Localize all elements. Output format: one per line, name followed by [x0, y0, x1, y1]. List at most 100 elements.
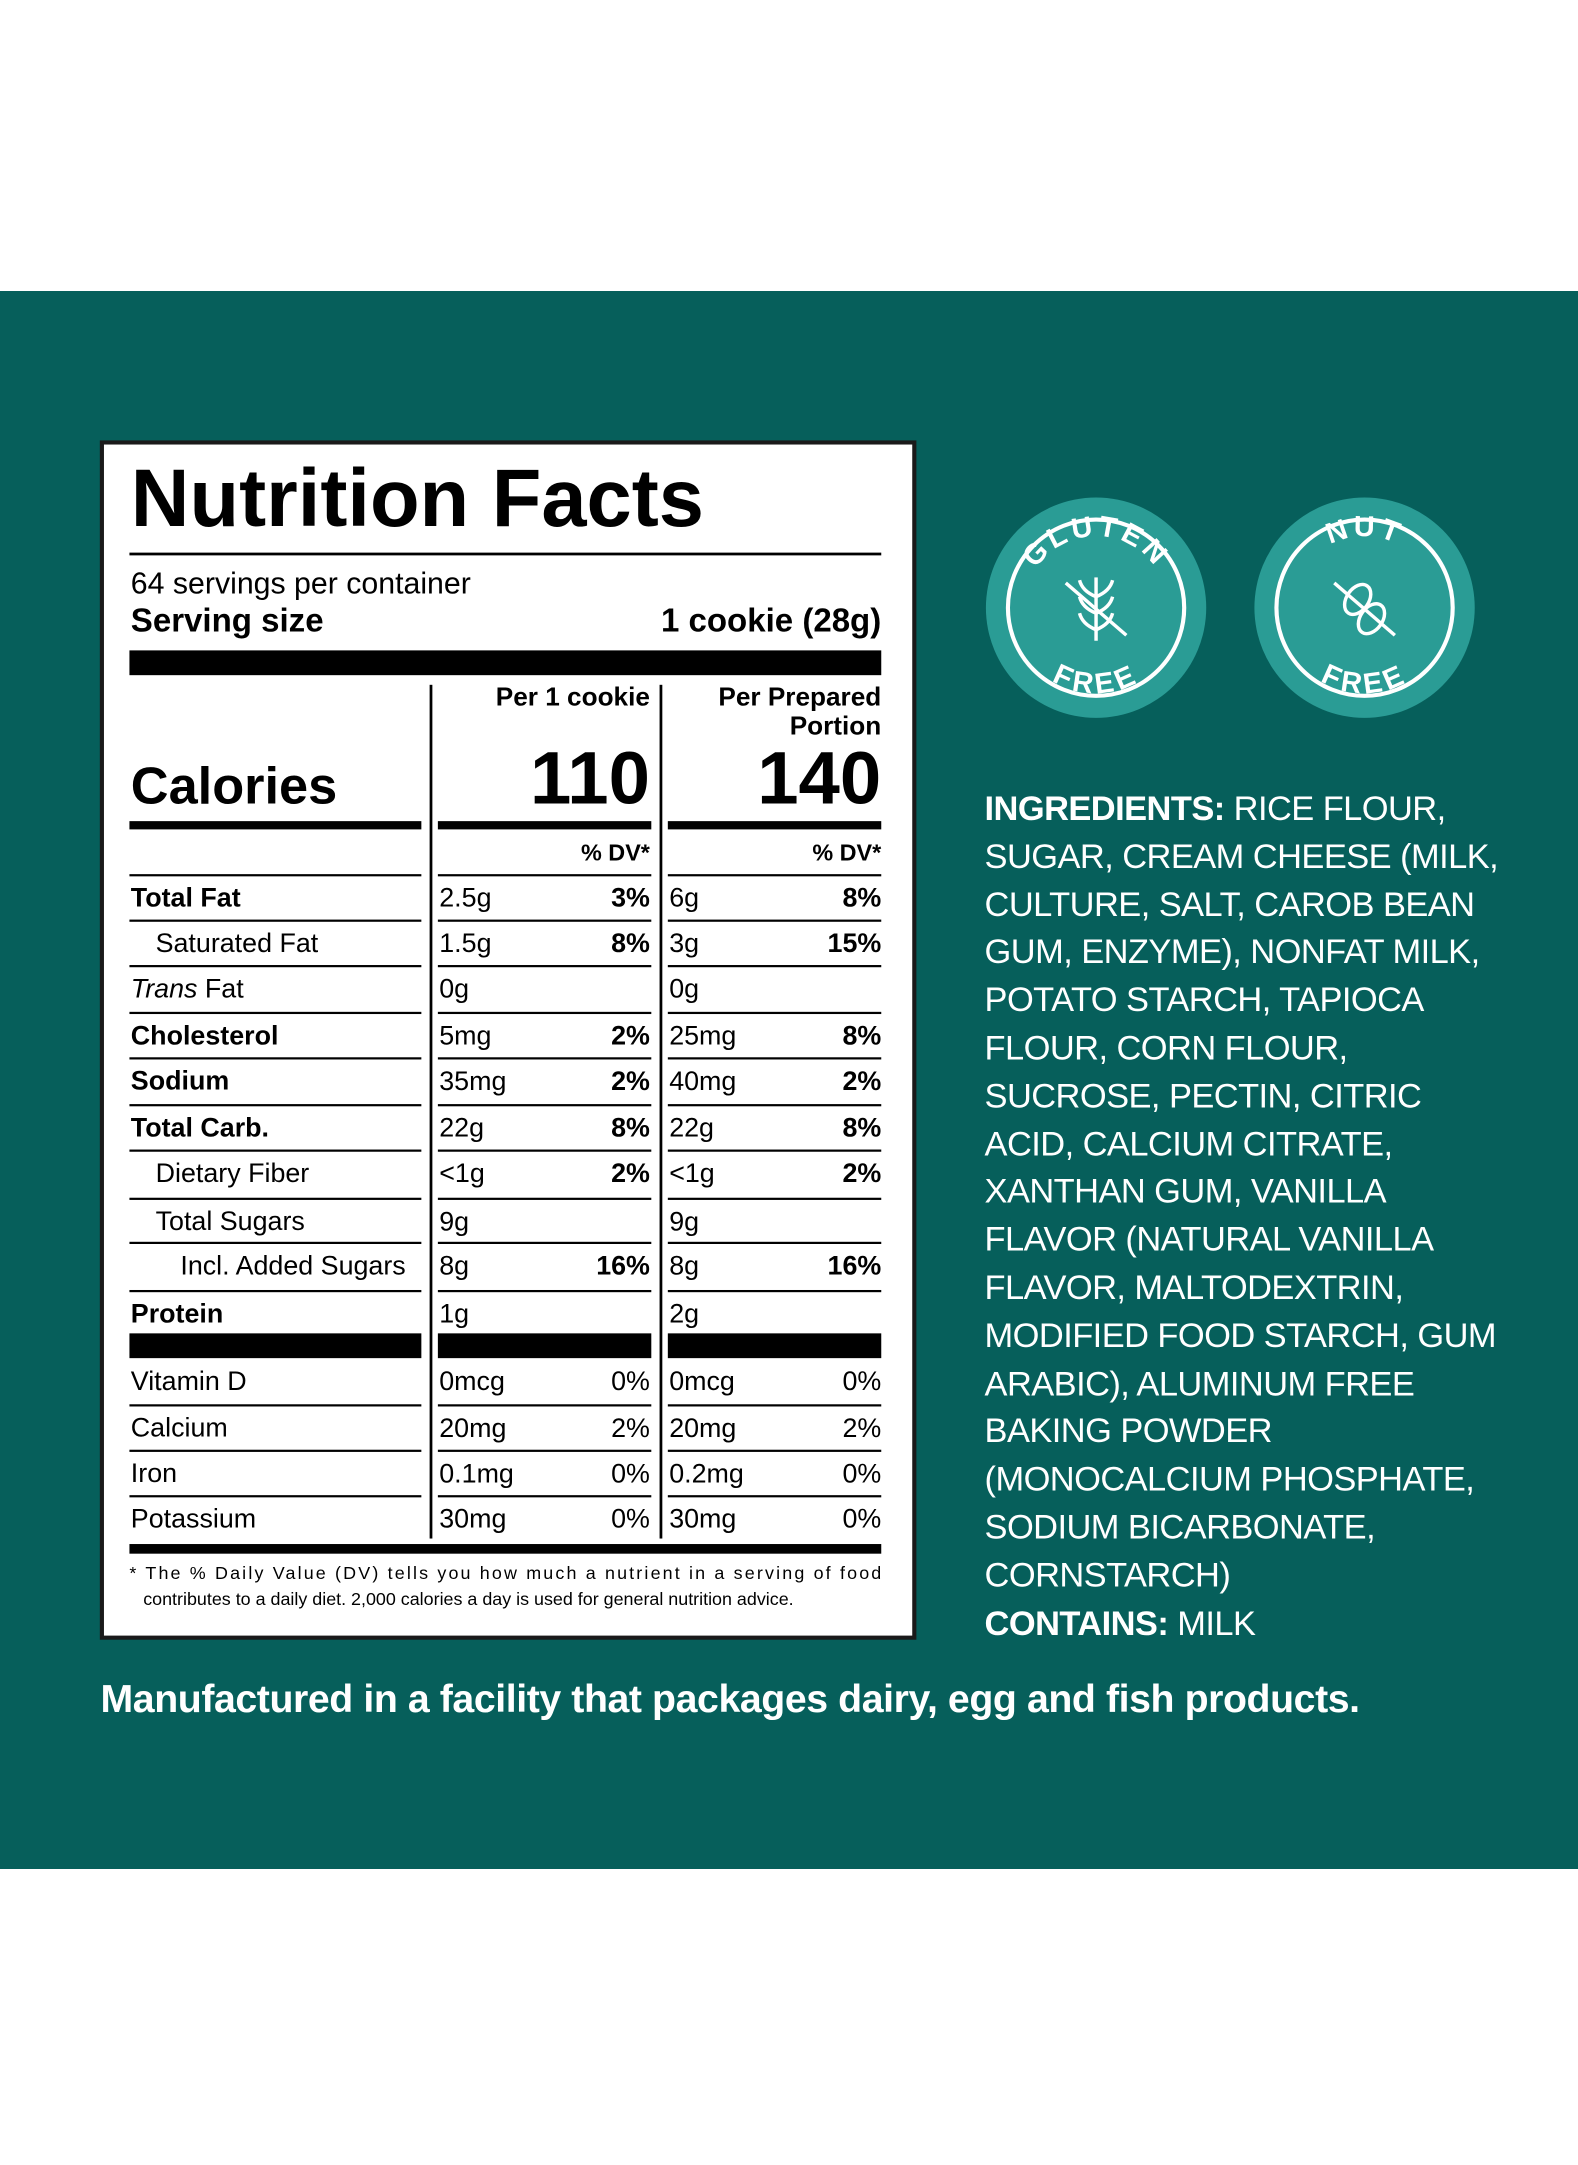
daily-value: 2% — [611, 1158, 650, 1188]
nutrient: Potassium — [131, 1504, 256, 1534]
nutrient: Dietary Fiber — [156, 1158, 310, 1188]
dv-header: % DV* — [581, 839, 651, 865]
amount: 0mcg — [439, 1366, 505, 1396]
row-rule — [667, 1011, 882, 1015]
nutrient-name: Potassium — [131, 1504, 256, 1534]
ingredients-text: RICE FLOUR, SUGAR, CREAM CHEESE (MILK, C… — [984, 789, 1499, 1595]
nut-icon — [1333, 581, 1396, 637]
column-header: Per Prepared — [718, 681, 881, 711]
daily-value: 8% — [842, 883, 881, 913]
servings: 64 servings per container — [131, 568, 471, 601]
nutrient-name: Vitamin D — [131, 1366, 247, 1396]
nutrient-name: Total Carb. — [131, 1113, 269, 1143]
badge-ring — [1274, 517, 1455, 698]
nutrient: Sodium — [131, 1066, 229, 1096]
bar — [667, 821, 882, 830]
amount: 40mg — [669, 1066, 736, 1096]
ingredients-label: INGREDIENTS: — [984, 789, 1226, 829]
calories-value: 110 — [530, 737, 650, 820]
amount: 0g — [669, 974, 699, 1004]
nutrient-name: Iron — [131, 1458, 177, 1488]
calories-value: 140 — [757, 737, 881, 820]
ingredients: INGREDIENTS: RICE FLOUR, SUGAR, CREAM CH… — [985, 785, 1515, 1647]
daily-value: 0% — [842, 1366, 881, 1396]
serving-size-label: Serving size — [131, 603, 324, 640]
nutrient-name: Sodium — [131, 1066, 229, 1096]
nutrient-name: Trans Fat — [131, 974, 244, 1004]
amount: 35mg — [439, 1066, 506, 1096]
nutrition-label: Nutrition Facts 64 servings per containe… — [99, 440, 917, 1640]
label-title: Nutrition Facts — [131, 453, 704, 544]
thick-bar — [129, 1544, 882, 1554]
row-rule — [437, 874, 652, 877]
label-box — [99, 440, 917, 1640]
row-rule — [129, 1289, 422, 1293]
footnote: contributes to a daily diet. 2,000 calor… — [143, 1589, 793, 1609]
calories-label: Calories — [131, 757, 337, 815]
amount: 20mg — [669, 1413, 736, 1443]
column-divider — [659, 684, 663, 1539]
amount: 30mg — [669, 1504, 736, 1534]
amount: 2.5g — [439, 883, 491, 913]
note-box: Manufactured in a facility that packages… — [101, 1678, 1361, 1722]
nutrient: Total Carb. — [131, 1113, 269, 1143]
row-rule — [437, 1149, 652, 1152]
amount: 1g — [439, 1299, 469, 1329]
amount: 22g — [669, 1113, 714, 1143]
amount: 30mg — [439, 1504, 506, 1534]
row-rule — [129, 965, 422, 968]
row-rule — [129, 1057, 422, 1060]
column-header: Per 1 cookie — [496, 681, 650, 711]
nutrient-name: Incl. Added Sugars — [180, 1250, 405, 1280]
daily-value: 0% — [611, 1504, 650, 1534]
badge-ring — [1005, 517, 1187, 698]
thick-bar — [667, 1333, 882, 1359]
row-rule — [437, 1495, 652, 1498]
daily-value: 0% — [611, 1458, 650, 1488]
serving-size-value: 1 cookie (28g) — [661, 603, 881, 640]
nutrient: Total Fat — [131, 883, 241, 913]
amount: 8g — [669, 1250, 699, 1280]
nutrient-name: Calcium — [131, 1413, 228, 1443]
daily-value: 2% — [611, 1413, 650, 1443]
amount: 22g — [439, 1113, 484, 1143]
nutrient-name: Saturated Fat — [156, 928, 319, 958]
amount: 25mg — [669, 1020, 736, 1050]
daily-value: 15% — [828, 928, 882, 958]
bar — [437, 821, 652, 830]
row-rule — [667, 1149, 882, 1152]
nutrient-name: Cholesterol — [131, 1020, 279, 1050]
bar — [129, 821, 422, 830]
row-rule — [667, 874, 882, 877]
row-rule — [129, 1495, 422, 1498]
amount: <1g — [669, 1158, 715, 1188]
daily-value: 2% — [842, 1413, 881, 1443]
daily-value: 0% — [611, 1366, 650, 1396]
amount: 8g — [439, 1250, 469, 1280]
nutrient: Incl. Added Sugars — [180, 1250, 405, 1280]
nutrient: Calcium — [131, 1413, 228, 1443]
daily-value: 2% — [842, 1066, 881, 1096]
amount: 0.1mg — [439, 1458, 514, 1488]
badge: NUT FREE — [1254, 497, 1475, 718]
thick-bar — [129, 1333, 422, 1359]
daily-value: 0% — [842, 1504, 881, 1534]
nutrient: Iron — [131, 1458, 177, 1488]
nutrient-name: Protein — [131, 1299, 223, 1329]
row-rule — [667, 1404, 882, 1407]
amount: 1.5g — [439, 928, 491, 958]
daily-value: 8% — [842, 1020, 881, 1050]
thick-bar — [129, 650, 882, 676]
amount: 9g — [669, 1206, 699, 1236]
nutrient-italic: Trans — [131, 974, 198, 1004]
row-rule — [437, 1104, 652, 1107]
column-header: Portion — [790, 710, 882, 740]
row-rule — [667, 1449, 882, 1452]
daily-value: 2% — [611, 1020, 650, 1050]
nutrient: Total Sugars — [156, 1206, 305, 1236]
daily-value: 2% — [611, 1066, 650, 1096]
daily-value: 8% — [611, 1113, 650, 1143]
row-rule — [437, 1449, 652, 1452]
